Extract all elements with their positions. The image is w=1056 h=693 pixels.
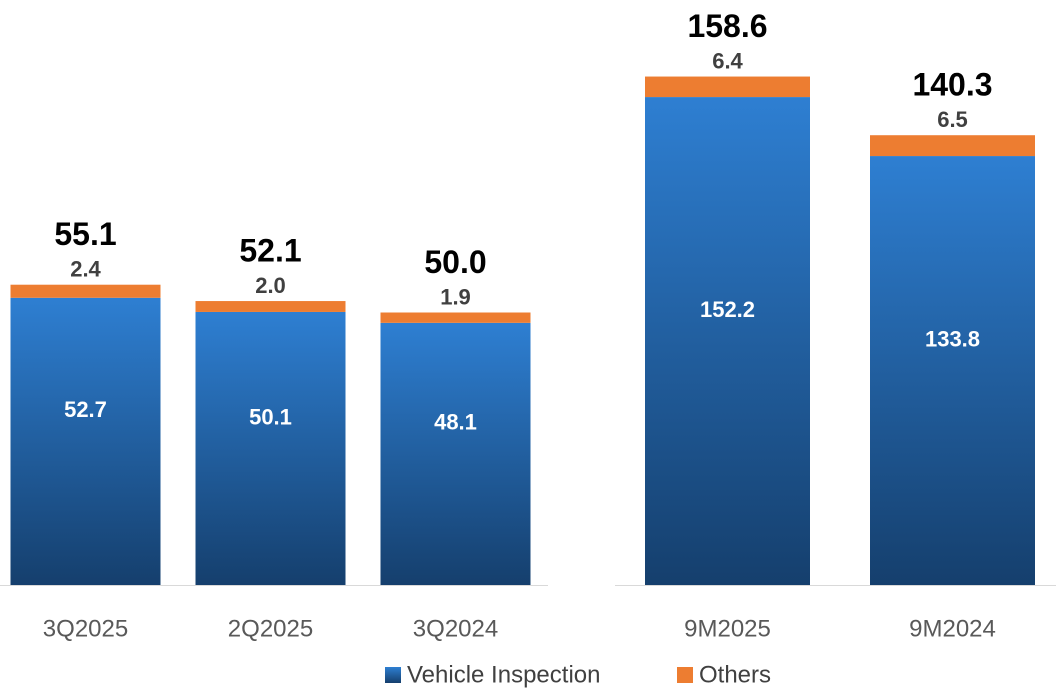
bar-segment <box>195 311 346 585</box>
bar-segment <box>10 297 161 585</box>
total-label: 50.0 <box>424 244 486 280</box>
total-label: 140.3 <box>912 67 992 103</box>
bar-segment <box>10 284 161 298</box>
value-label: 2.0 <box>255 273 286 298</box>
x-tick-label: 2Q2025 <box>228 615 313 642</box>
bar-segment <box>380 322 531 585</box>
bar-segment <box>870 135 1035 157</box>
value-label: 50.1 <box>249 404 292 429</box>
bar-segment <box>645 97 810 586</box>
value-label: 2.4 <box>70 257 101 282</box>
total-label: 55.1 <box>54 216 116 252</box>
x-tick-label: 9M2024 <box>909 615 996 642</box>
legend-swatch <box>385 667 401 683</box>
value-label: 133.8 <box>925 326 980 351</box>
bar-segment <box>645 76 810 98</box>
bar-segment <box>870 156 1035 585</box>
x-tick-label: 9M2025 <box>684 615 771 642</box>
legend-label: Vehicle Inspection <box>407 661 600 688</box>
value-label: 6.4 <box>712 48 743 73</box>
value-label: 52.7 <box>64 397 107 422</box>
value-label: 152.2 <box>700 297 755 322</box>
x-tick-label: 3Q2025 <box>43 615 128 642</box>
legend-label: Others <box>699 661 771 688</box>
total-label: 158.6 <box>687 8 767 44</box>
legend-swatch <box>677 667 693 683</box>
value-label: 1.9 <box>440 284 471 309</box>
value-label: 48.1 <box>434 410 477 435</box>
bar-segment <box>195 301 346 312</box>
value-label: 6.5 <box>937 107 968 132</box>
total-label: 52.1 <box>239 233 301 269</box>
x-tick-label: 3Q2024 <box>413 615 498 642</box>
bar-segment <box>380 312 531 323</box>
